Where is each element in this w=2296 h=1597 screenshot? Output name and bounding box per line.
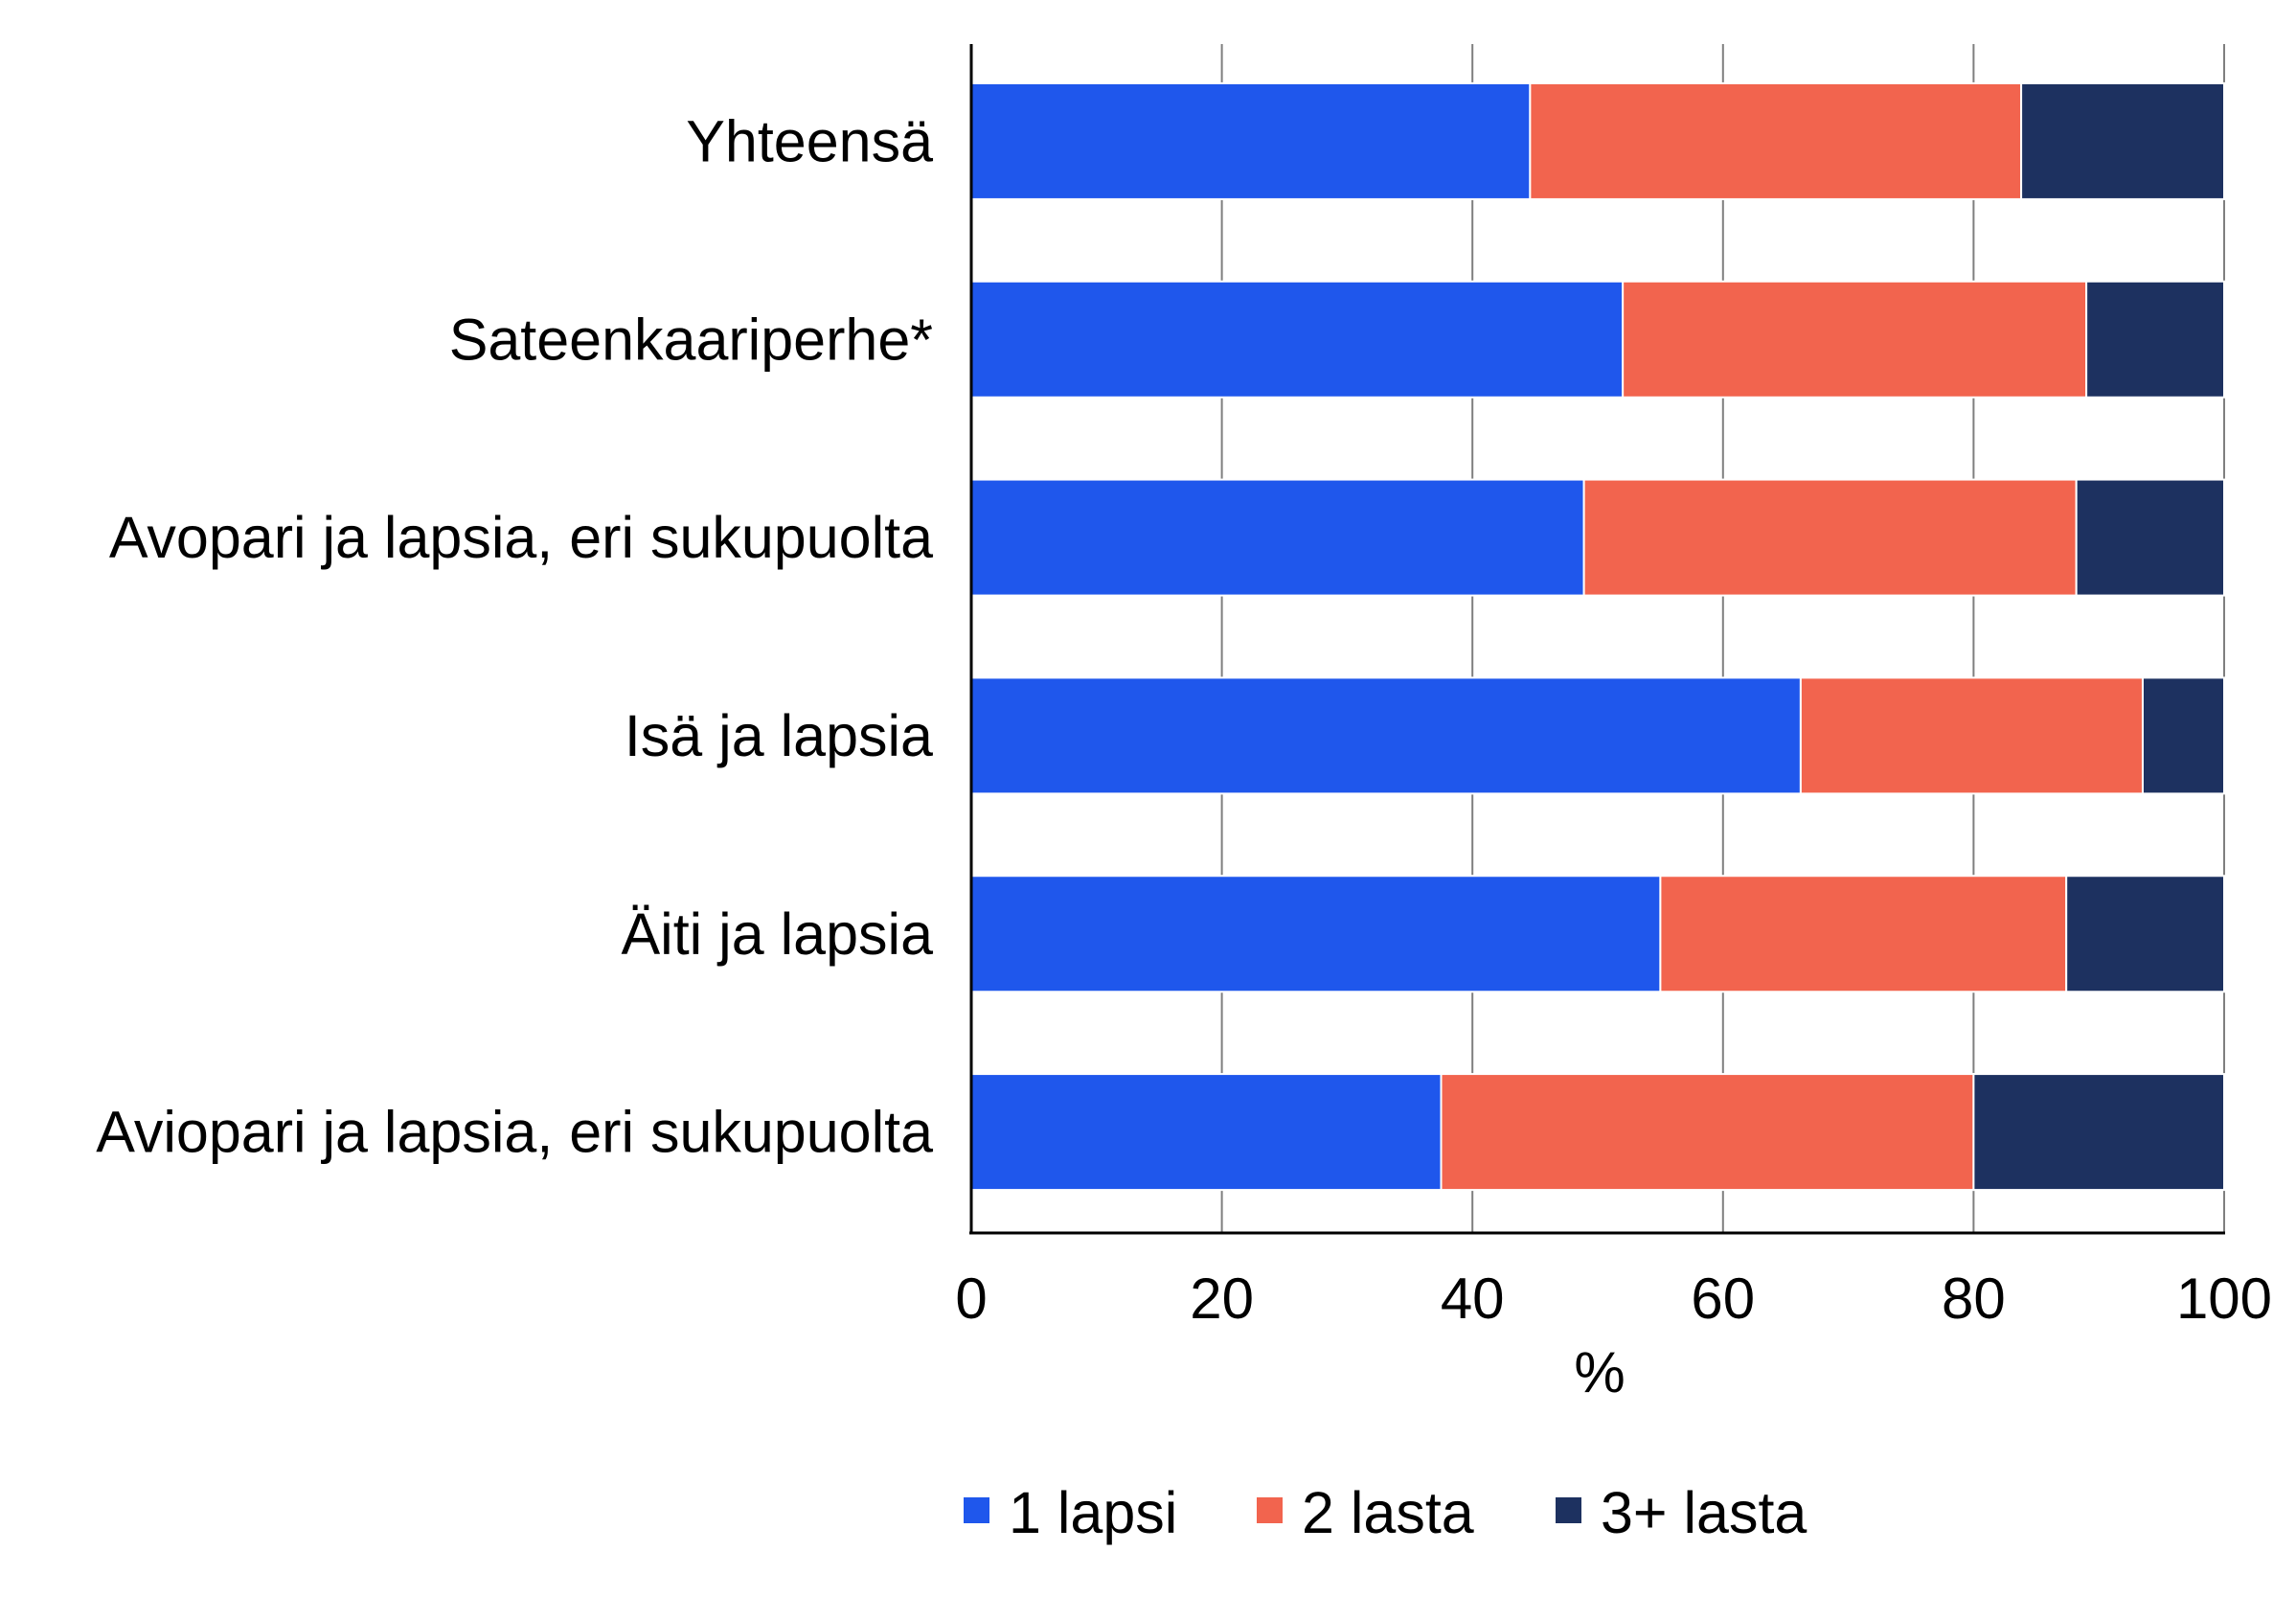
legend-label: 1 lapsi (1009, 1480, 1177, 1545)
legend-swatch (1556, 1497, 1581, 1523)
bar-2-lasta (1799, 676, 2144, 795)
bar-2-lasta (1582, 478, 2078, 597)
bar-2-lasta (1440, 1073, 1975, 1192)
bar-3-lasta (2065, 875, 2225, 993)
bar-1-lapsi (970, 875, 1662, 993)
legend: 1 lapsi 2 lasta 3+ lasta (964, 1480, 1807, 1545)
bar-3-lasta (2020, 81, 2225, 200)
x-tick-label: 0 (955, 1266, 987, 1331)
category-label: Isä ja lapsia (625, 703, 933, 768)
x-tick-label: 40 (1441, 1266, 1505, 1331)
legend-swatch (1257, 1497, 1283, 1523)
gridlines (1220, 44, 2225, 1233)
bar-2-lasta (1659, 875, 2068, 993)
bar-3-lasta (2075, 478, 2225, 597)
bar-2-lasta (1529, 81, 2023, 200)
bars (970, 81, 2226, 1192)
x-tick-labels: 0 20 40 60 80 100 (955, 1266, 2272, 1331)
bar-1-lapsi (970, 1073, 1443, 1192)
category-label: Avopari ja lapsia, eri sukupuolta (109, 505, 933, 570)
legend-swatch (964, 1497, 989, 1523)
bar-3-lasta (2085, 280, 2226, 399)
legend-label: 2 lasta (1302, 1480, 1474, 1545)
bar-3-lasta (2141, 676, 2225, 795)
x-tick-label: 80 (1942, 1266, 2006, 1331)
x-tick-label: 20 (1190, 1266, 1254, 1331)
category-label: Äiti ja lapsia (622, 901, 934, 967)
category-label: Aviopari ja lapsia, eri sukupuolta (96, 1100, 933, 1165)
bar-1-lapsi (970, 478, 1585, 597)
bar-2-lasta (1622, 280, 2088, 399)
bar-1-lapsi (970, 280, 1625, 399)
bar-3-lasta (1972, 1073, 2225, 1192)
category-label: Yhteensä (686, 108, 933, 173)
x-axis-label: % (1574, 1340, 1625, 1404)
x-tick-label: 60 (1691, 1266, 1755, 1331)
bar-1-lapsi (970, 676, 1802, 795)
legend-label: 3+ lasta (1601, 1480, 1807, 1545)
x-tick-label: 100 (2176, 1266, 2272, 1331)
category-label: Sateenkaariperhe* (449, 307, 933, 372)
category-labels: Yhteensä Sateenkaariperhe* Avopari ja laps… (96, 108, 933, 1164)
bar-1-lapsi (970, 81, 1532, 200)
